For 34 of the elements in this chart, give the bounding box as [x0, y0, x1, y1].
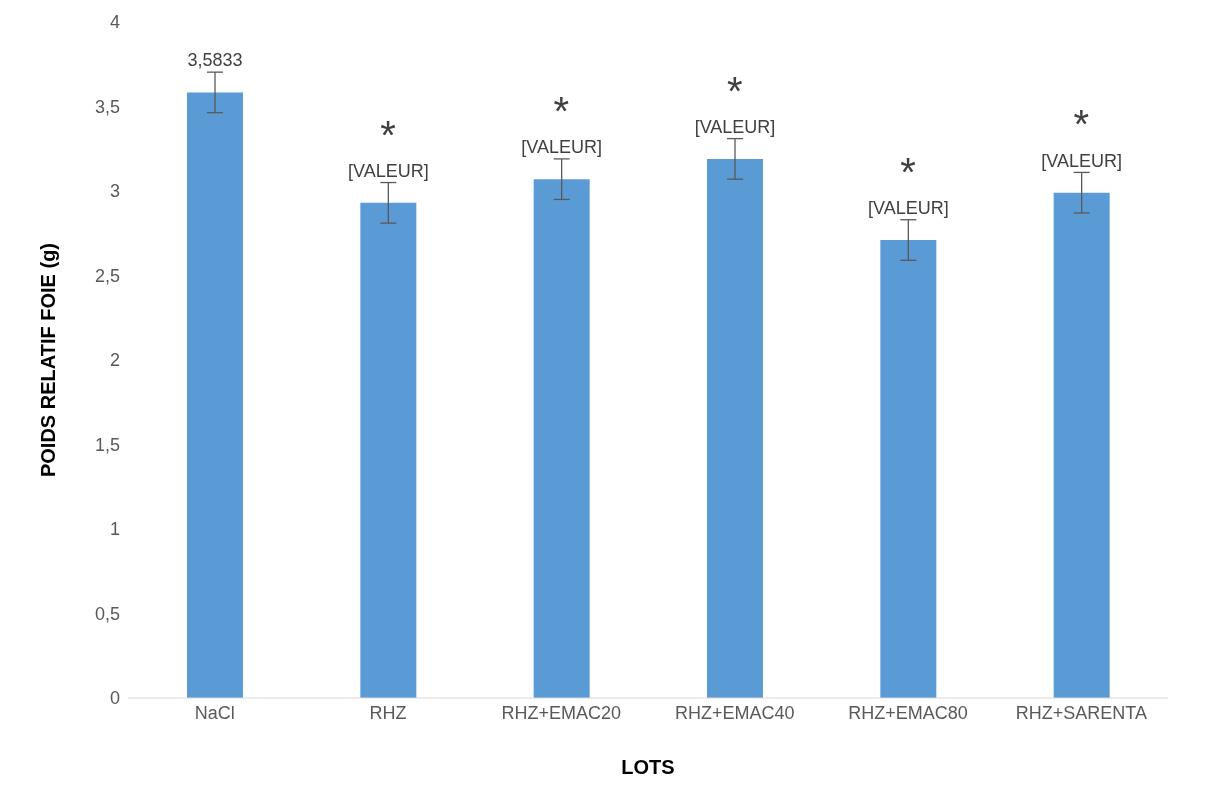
bar	[533, 179, 590, 698]
bar	[187, 92, 243, 698]
annotation: *	[553, 88, 570, 133]
y-tick-label: 1	[109, 519, 120, 540]
bar	[1053, 192, 1110, 698]
data-label: 3,5833	[187, 50, 243, 71]
bar	[360, 202, 417, 698]
y-tick-label: 2	[109, 350, 120, 371]
annotation: *	[726, 68, 743, 113]
y-tick-label: 1,5	[94, 434, 120, 455]
bar	[880, 240, 937, 698]
x-tick-label: NaCl	[194, 702, 235, 723]
y-tick-label: 0,5	[94, 603, 120, 624]
y-tick-label: 2,5	[94, 265, 120, 286]
bar	[707, 158, 763, 698]
x-tick-label: RHZ	[369, 702, 407, 723]
x-tick-label: RHZ+SARENTA	[1015, 702, 1147, 723]
y-tick-label: 3	[109, 181, 120, 202]
x-tick-label: RHZ+EMAC80	[848, 702, 968, 723]
x-axis-title: LOTS	[621, 756, 675, 778]
data-label: [VALEUR]	[867, 198, 949, 219]
y-tick-label: 3,5	[94, 96, 120, 117]
y-tick-label: 0	[109, 688, 120, 709]
x-tick-label: RHZ+EMAC20	[501, 702, 622, 723]
data-label: [VALEUR]	[1041, 150, 1123, 171]
annotation: *	[380, 112, 396, 157]
y-tick-label: 4	[109, 12, 120, 33]
annotation: *	[900, 149, 916, 194]
data-label: [VALEUR]	[347, 160, 429, 181]
x-tick-label: RHZ+EMAC40	[674, 702, 795, 723]
data-label: [VALEUR]	[521, 137, 603, 158]
y-axis-title: POIDS RELATIF FOIE (g)	[37, 242, 60, 478]
data-label: [VALEUR]	[694, 116, 776, 137]
annotation: *	[1073, 102, 1090, 147]
